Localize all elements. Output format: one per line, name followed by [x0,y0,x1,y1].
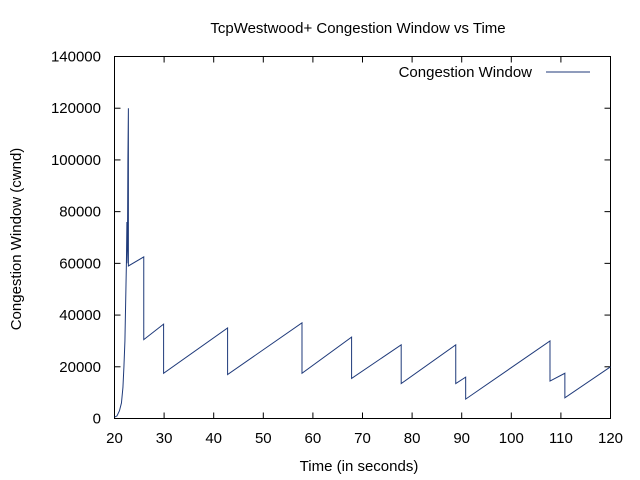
x-tick-label: 90 [453,430,470,447]
x-axis-label: Time (in seconds) [300,458,419,475]
x-tick-label: 30 [156,430,173,447]
x-tick-label: 100 [499,430,524,447]
x-tick-label: 120 [598,430,623,447]
y-tick-label: 80000 [59,204,101,221]
x-tick-label: 50 [255,430,272,447]
y-tick-label: 120000 [51,100,101,117]
y-tick-label: 20000 [59,359,101,376]
series-line [114,108,611,418]
x-tick-label: 70 [354,430,371,447]
y-tick-label: 60000 [59,255,101,272]
legend: Congestion Window [399,64,590,81]
y-tick-label: 140000 [51,49,101,66]
y-tick-label: 100000 [51,152,101,169]
x-tick-label: 40 [205,430,222,447]
x-tick-label: 80 [404,430,421,447]
plot-frame [114,56,611,419]
y-axis-label: Congestion Window (cwnd) [8,148,25,331]
y-axis-ticks: 0 20000 40000 60000 80000 100000 120000 140000 [51,49,611,428]
legend-label: Congestion Window [399,64,533,81]
x-axis-ticks: 20 30 40 50 60 70 80 90 100 110 120 [106,56,623,447]
x-tick-label: 60 [305,430,322,447]
x-tick-label: 110 [549,430,573,447]
chart-title: TcpWestwood+ Congestion Window vs Time [210,20,505,37]
x-tick-label: 20 [106,430,123,447]
y-tick-label: 0 [93,411,101,428]
y-tick-label: 40000 [59,307,101,324]
